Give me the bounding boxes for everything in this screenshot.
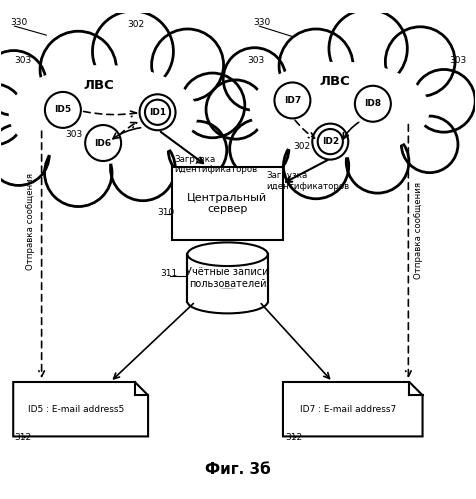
Text: ID1: ID1	[149, 108, 166, 117]
Text: ID8: ID8	[364, 99, 381, 108]
Circle shape	[169, 121, 227, 180]
Text: Фиг. 3б: Фиг. 3б	[205, 462, 271, 477]
Circle shape	[346, 130, 409, 193]
Circle shape	[45, 139, 112, 207]
Text: Отправка сообщения: Отправка сообщения	[26, 173, 35, 269]
Text: ID7 : E-mail address7: ID7 : E-mail address7	[300, 405, 396, 414]
Text: Отправка сообщения: Отправка сообщения	[414, 182, 423, 279]
Circle shape	[279, 29, 353, 103]
Text: ID7: ID7	[284, 96, 301, 105]
Text: Центральный
сервер: Центральный сервер	[187, 193, 268, 214]
Circle shape	[0, 84, 24, 145]
Circle shape	[413, 69, 475, 132]
Text: Загрузка
идентификаторов: Загрузка идентификаторов	[267, 172, 350, 191]
Circle shape	[355, 86, 391, 122]
Circle shape	[329, 9, 407, 88]
Text: 312: 312	[285, 433, 302, 442]
Text: ID5 : E-mail address5: ID5 : E-mail address5	[28, 405, 124, 414]
Text: ID6: ID6	[95, 139, 112, 148]
Bar	[187, 289, 269, 301]
Circle shape	[152, 29, 224, 101]
Circle shape	[0, 124, 49, 186]
Circle shape	[40, 31, 117, 108]
Text: 330: 330	[254, 18, 271, 27]
Circle shape	[386, 27, 455, 96]
Circle shape	[401, 116, 458, 173]
Ellipse shape	[188, 290, 268, 313]
Text: 303: 303	[449, 56, 467, 65]
Text: 330: 330	[10, 18, 27, 27]
Circle shape	[139, 94, 176, 130]
Circle shape	[45, 92, 81, 128]
Circle shape	[223, 48, 286, 110]
Text: 303: 303	[15, 56, 32, 65]
Circle shape	[85, 125, 121, 161]
Circle shape	[312, 124, 348, 160]
Text: 303: 303	[66, 130, 83, 139]
Ellipse shape	[188, 243, 268, 266]
Text: 302: 302	[127, 20, 144, 29]
Text: Загрузка
идентификаторов: Загрузка идентификаторов	[174, 155, 258, 174]
Circle shape	[230, 119, 289, 178]
Circle shape	[283, 133, 349, 199]
Bar	[172, 167, 283, 240]
Text: ID2: ID2	[322, 137, 339, 146]
Polygon shape	[13, 382, 148, 437]
Circle shape	[92, 11, 173, 92]
Circle shape	[275, 82, 310, 118]
Text: Учётные записи
пользователей: Учётные записи пользователей	[186, 267, 269, 289]
Circle shape	[110, 136, 175, 201]
Bar	[188, 254, 268, 301]
Ellipse shape	[250, 62, 430, 157]
Text: ЛВС: ЛВС	[83, 79, 114, 92]
Text: ID5: ID5	[54, 105, 71, 114]
Ellipse shape	[9, 65, 198, 164]
Circle shape	[206, 80, 265, 139]
Text: 302: 302	[293, 142, 310, 151]
Text: 303: 303	[248, 55, 265, 64]
Circle shape	[180, 73, 245, 138]
Text: 312: 312	[15, 433, 32, 442]
Polygon shape	[283, 382, 423, 437]
Text: 310: 310	[158, 208, 175, 217]
Text: ЛВС: ЛВС	[320, 75, 350, 88]
Circle shape	[0, 50, 46, 115]
Text: 311: 311	[160, 269, 177, 278]
